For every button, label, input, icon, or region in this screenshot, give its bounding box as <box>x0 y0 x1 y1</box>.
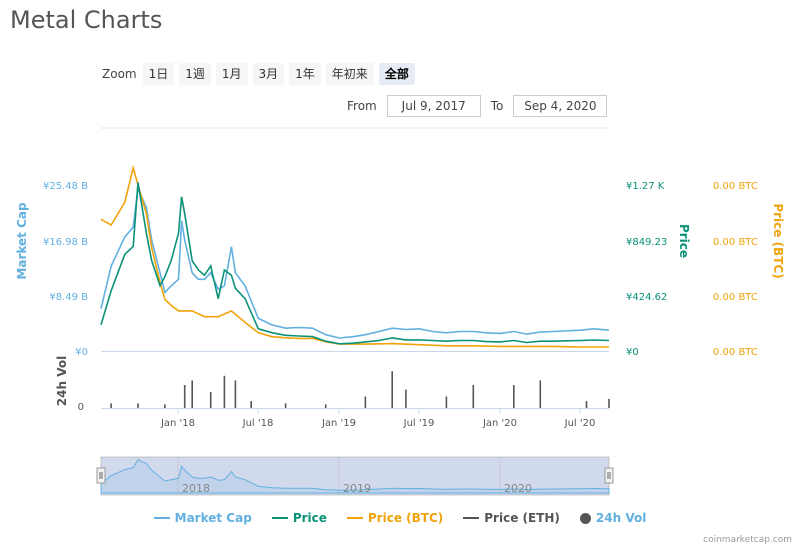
legend-item-volume[interactable]: 24h Vol <box>579 511 647 525</box>
navigator-tick-label: 2018 <box>182 482 210 495</box>
x-tick-label: Jan '18 <box>160 418 195 429</box>
x-tick-label: Jul '19 <box>403 418 435 429</box>
volume-bar <box>110 403 112 408</box>
market-cap-series-line <box>100 185 610 339</box>
date-range: From Jul 9, 2017 To Sep 4, 2020 <box>347 95 608 117</box>
zoom-label: Zoom <box>102 67 137 81</box>
market-cap-tick: ¥25.48 B <box>43 181 88 192</box>
volume-bar <box>472 385 475 408</box>
credits-link[interactable]: coinmarketcap.com <box>703 535 792 545</box>
x-tick-label: Jan '19 <box>321 418 356 429</box>
legend-line-icon <box>346 517 363 519</box>
x-tick-label: Jul '18 <box>242 418 274 429</box>
price-tick: ¥424.62 <box>626 292 667 303</box>
legend-label: Price <box>292 511 327 525</box>
volume-bar <box>164 404 166 408</box>
volume-bar <box>137 403 139 408</box>
volume-bar <box>324 404 327 408</box>
metal-chart: Market Cap Price Price (BTC) 24h Vol ¥25… <box>15 127 785 496</box>
legend-label: Market Cap <box>174 511 252 525</box>
price-btc-axis-title: Price (BTC) <box>771 203 785 278</box>
navigator-tick-label: 2020 <box>504 482 532 495</box>
volume-bar <box>234 380 237 408</box>
legend-label: Price (BTC) <box>367 511 444 525</box>
price-btc-series-line <box>100 164 609 348</box>
market-cap-tick: ¥16.98 B <box>43 237 88 248</box>
navigator-tick-label: 2019 <box>343 482 371 495</box>
legend-label: 24h Vol <box>595 511 647 525</box>
navigator-series-line <box>100 458 610 494</box>
volume-bar <box>223 375 226 408</box>
volume-bar <box>183 385 186 408</box>
legend-label: Price (ETH) <box>484 511 560 525</box>
volume-bars <box>110 371 610 408</box>
volume-bar <box>364 396 367 408</box>
navigator-handle-right[interactable] <box>604 467 614 484</box>
zoom-button-1y[interactable]: 1年 <box>289 63 321 85</box>
legend-dot-icon <box>579 512 591 524</box>
legend-line-icon <box>463 517 480 519</box>
btc-tick: 0.00 BTC <box>713 347 758 358</box>
volume-bar <box>608 398 610 408</box>
legend-item-price-eth[interactable]: Price (ETH) <box>463 511 560 525</box>
legend-item-market-cap[interactable]: Market Cap <box>153 511 252 525</box>
price-series-line <box>100 182 610 345</box>
volume-bar <box>391 371 393 408</box>
legend-line-icon <box>153 517 170 519</box>
x-tick-label: Jan '20 <box>482 418 517 429</box>
market-cap-tick: ¥0 <box>75 347 88 358</box>
x-tick-label: Jul '20 <box>564 418 596 429</box>
volume-bar <box>284 403 287 408</box>
to-label: To <box>490 99 504 113</box>
volume-bar <box>445 396 448 408</box>
price-tick: ¥849.23 <box>626 237 667 248</box>
navigator[interactable]: 2018 2019 2020 <box>96 456 614 496</box>
navigator-handle-left[interactable] <box>96 467 106 484</box>
volume-bar <box>513 385 515 408</box>
x-axis: Jan '18 Jul '18 Jan '19 Jul '19 Jan '20 … <box>160 409 595 429</box>
series-lines <box>100 164 610 348</box>
volume-bar <box>585 401 588 408</box>
volume-bar <box>191 380 193 408</box>
from-label: From <box>347 99 377 113</box>
zoom-button-1w[interactable]: 1週 <box>179 63 211 85</box>
price-tick: ¥1.27 K <box>626 181 665 192</box>
zoom-button-1m[interactable]: 1月 <box>215 63 248 85</box>
volume-bar <box>539 380 542 408</box>
legend-line-icon <box>271 517 288 519</box>
to-date-input[interactable]: Sep 4, 2020 <box>513 95 608 117</box>
from-date-input[interactable]: Jul 9, 2017 <box>386 95 481 117</box>
volume-bar <box>405 389 407 408</box>
price-tick: ¥0 <box>626 347 639 358</box>
btc-tick: 0.00 BTC <box>713 292 758 303</box>
price-axis-title: Price <box>677 224 691 258</box>
btc-tick: 0.00 BTC <box>713 181 758 192</box>
zoom-button-3m[interactable]: 3月 <box>252 63 285 85</box>
navigator-selection[interactable] <box>100 456 610 496</box>
volume-tick: 0 <box>78 402 84 413</box>
legend: Market Cap Price Price (BTC) Price (ETH)… <box>0 511 800 525</box>
zoom-button-1d[interactable]: 1日 <box>142 63 175 85</box>
page-title: Metal Charts <box>10 6 163 34</box>
zoom-bar: Zoom 1日 1週 1月 3月 1年 年初来 全部 <box>102 63 420 85</box>
volume-bar <box>209 391 212 408</box>
btc-tick: 0.00 BTC <box>713 237 758 248</box>
legend-item-price[interactable]: Price <box>271 511 327 525</box>
zoom-button-all[interactable]: 全部 <box>378 63 415 85</box>
volume-axis-title: 24h Vol <box>55 356 69 406</box>
volume-bar <box>250 401 252 408</box>
market-cap-tick: ¥8.49 B <box>49 292 88 303</box>
market-cap-axis-title: Market Cap <box>15 202 29 280</box>
legend-item-price-btc[interactable]: Price (BTC) <box>346 511 444 525</box>
zoom-button-ytd[interactable]: 年初来 <box>325 63 374 85</box>
